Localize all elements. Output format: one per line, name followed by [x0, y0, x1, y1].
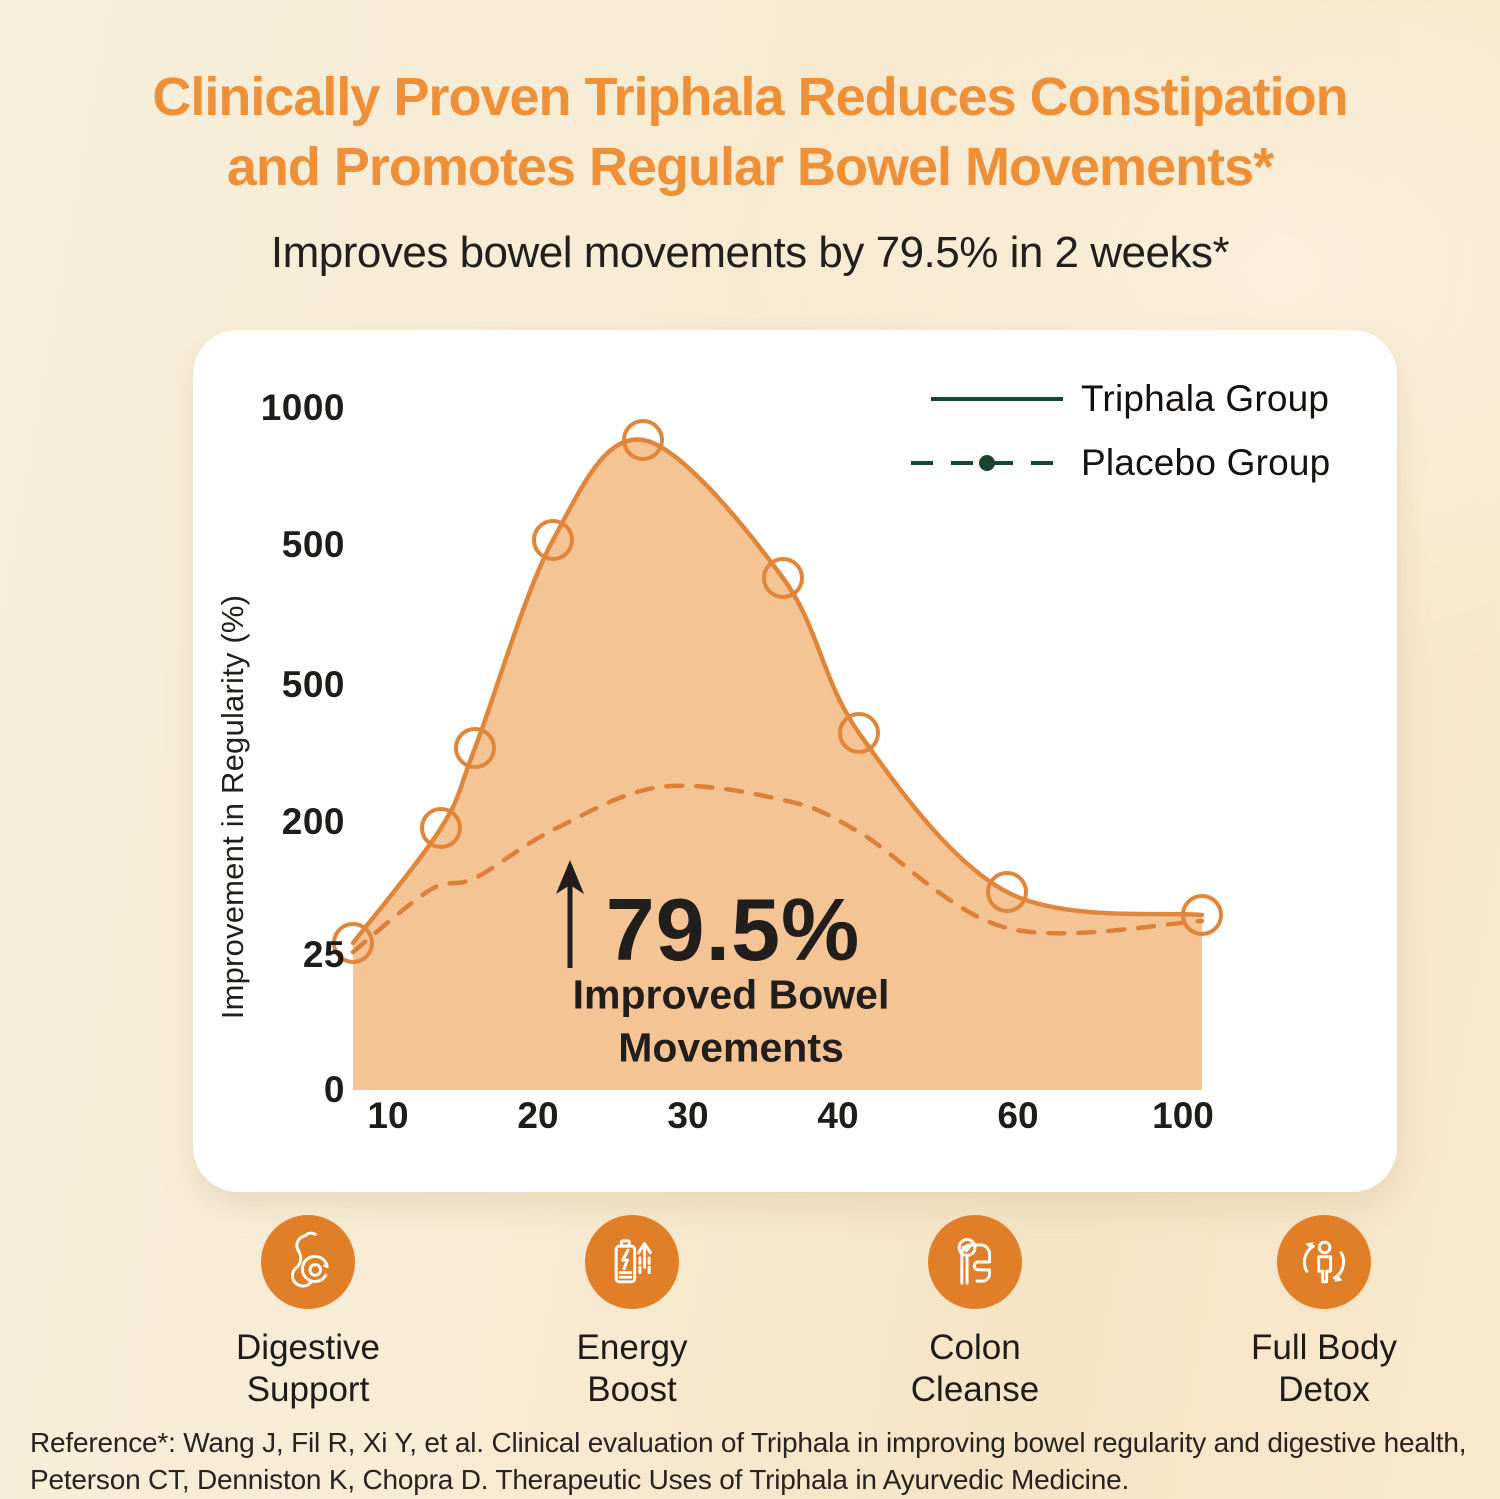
y-tick-200: 200 — [281, 801, 345, 842]
y-tick-25: 25 — [302, 934, 345, 975]
page-subtitle: Improves bowel movements by 79.5% in 2 w… — [270, 228, 1230, 277]
legend-label: Triphala Group — [1081, 378, 1330, 419]
y-tick-500-a: 500 — [281, 524, 345, 565]
stomach-digestion-icon — [261, 1215, 355, 1309]
chart-legend: Triphala Group Placebo Group — [911, 378, 1330, 484]
placebo-line — [350, 783, 1205, 955]
solid-line-sample-icon — [911, 394, 1063, 404]
data-point-marker — [420, 807, 462, 849]
title-line-2: and Promotes Regular Bowel Movements* — [226, 137, 1274, 197]
feature-label-line-1: Digestive — [236, 1328, 380, 1367]
line-chart — [332, 419, 1223, 1090]
feature-label-line-1: Energy — [576, 1328, 688, 1367]
annotation-label-line-1: Improved Bowel — [572, 971, 890, 1018]
feature-energy-boost: Energy Boost — [482, 1215, 782, 1411]
triphala-markers — [332, 419, 1223, 964]
x-tick-40: 40 — [817, 1095, 859, 1136]
reference-line-2: Peterson CT, Denniston K, Chopra D. Ther… — [30, 1464, 1130, 1495]
x-tick-30: 30 — [667, 1095, 709, 1136]
y-tick-500-b: 500 — [281, 664, 345, 705]
feature-label-line-2: Cleanse — [910, 1370, 1040, 1409]
x-tick-100: 100 — [1152, 1095, 1214, 1136]
annotation-value: 79.5% — [605, 880, 861, 979]
feature-label-line-2: Boost — [587, 1370, 677, 1409]
annotation-label-line-2: Movements — [618, 1024, 844, 1071]
x-tick-10: 10 — [367, 1095, 409, 1136]
page-title: Clinically Proven Triphala Reduces Const… — [0, 62, 1500, 202]
up-arrow-icon — [553, 860, 587, 977]
triphala-line — [350, 437, 1205, 946]
y-tick-0: 0 — [323, 1069, 345, 1110]
data-point-marker — [762, 557, 804, 599]
feature-full-body-detox: Full Body Detox — [1174, 1215, 1474, 1411]
data-point-marker — [454, 727, 496, 769]
feature-label-line-1: Full Body — [1251, 1328, 1397, 1367]
chart-card: Improvement in Regularity (%) 1000 500 5… — [193, 330, 1397, 1192]
legend-item-placebo: Placebo Group — [911, 442, 1330, 484]
feature-label-line-2: Support — [246, 1370, 370, 1409]
colon-check-icon — [928, 1215, 1022, 1309]
data-point-marker — [838, 712, 880, 754]
legend-label: Placebo Group — [1081, 442, 1331, 483]
battery-energy-icon — [585, 1215, 679, 1309]
feature-colon-cleanse: Colon Cleanse — [825, 1215, 1125, 1411]
reference-line-1: Reference*: Wang J, Fil R, Xi Y, et al. … — [30, 1427, 1467, 1458]
x-tick-60: 60 — [997, 1095, 1039, 1136]
data-point-marker — [622, 419, 664, 461]
dashed-line-dot-sample-icon — [911, 455, 1063, 471]
x-tick-20: 20 — [517, 1095, 559, 1136]
triphala-area-fill — [353, 439, 1202, 1090]
data-point-marker — [986, 871, 1028, 913]
body-detox-cycle-icon — [1277, 1215, 1371, 1309]
legend-item-triphala: Triphala Group — [911, 378, 1330, 420]
feature-label-line-1: Colon — [929, 1328, 1021, 1367]
data-point-marker — [1181, 894, 1223, 936]
data-point-marker — [332, 922, 374, 964]
reference-text: Reference*: Wang J, Fil R, Xi Y, et al. … — [30, 1424, 1486, 1498]
y-tick-1000: 1000 — [260, 387, 345, 428]
feature-label-line-2: Detox — [1278, 1370, 1370, 1409]
data-point-marker — [532, 519, 574, 561]
title-line-1: Clinically Proven Triphala Reduces Const… — [152, 67, 1348, 127]
feature-digestive-support: Digestive Support — [158, 1215, 458, 1411]
